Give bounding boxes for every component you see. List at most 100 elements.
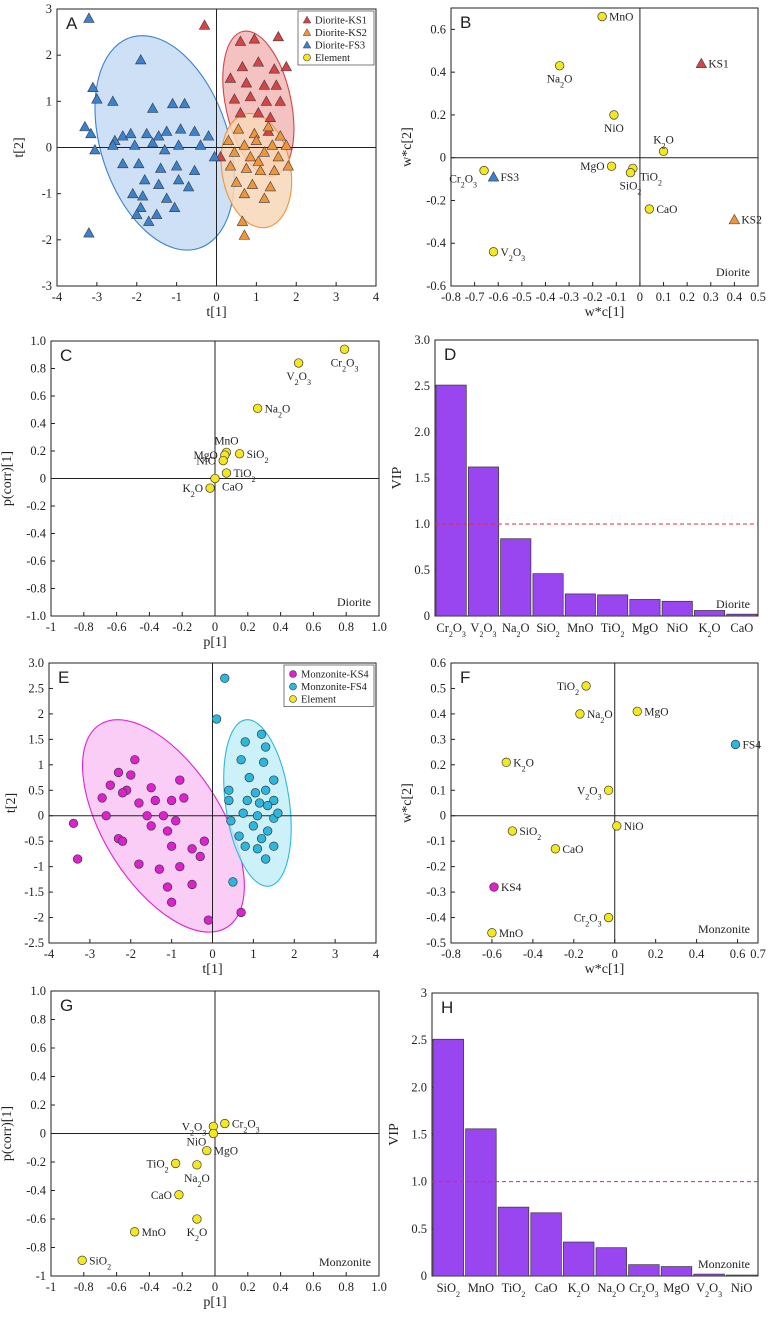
data-point — [250, 134, 263, 146]
point-label: CaO — [656, 204, 677, 216]
x-tick-label: 0.2 — [240, 1280, 256, 1294]
data-point — [236, 60, 249, 72]
data-point — [268, 164, 281, 176]
loading-point — [554, 61, 565, 71]
y-tick-label: -0.2 — [426, 860, 446, 874]
y-tick-label: 3 — [421, 986, 427, 1000]
y-tick-label: -0.6 — [26, 554, 46, 568]
x-axis-label: p[1] — [203, 635, 226, 650]
data-point — [224, 795, 234, 806]
data-point — [269, 795, 279, 806]
y-tick-label: 0.5 — [414, 563, 430, 577]
y-tick-label: 2.0 — [414, 425, 430, 439]
point-label: TiO2 — [557, 681, 579, 697]
loading-point — [479, 165, 489, 176]
category-label: Na2O — [502, 621, 530, 639]
point-label: MnO — [142, 1227, 166, 1239]
y-tick-label: 3.0 — [414, 333, 430, 347]
point-label: SiO2 — [89, 1255, 111, 1271]
x-tick-label: 3 — [333, 290, 339, 304]
data-point — [263, 826, 273, 836]
data-point — [170, 160, 183, 171]
vip-bar — [629, 599, 661, 617]
data-point — [89, 143, 101, 155]
legend-marker — [303, 53, 311, 62]
category-label: MgO — [632, 621, 658, 635]
vip-bar — [563, 1241, 595, 1277]
legend-marker — [302, 40, 312, 49]
data-point — [272, 30, 285, 42]
data-point — [162, 826, 173, 836]
y-tick-label: -1 — [34, 860, 44, 874]
x-tick-label: 0 — [213, 290, 219, 304]
category-label: TiO2 — [502, 1281, 526, 1299]
data-point — [133, 157, 145, 169]
data-point — [134, 859, 144, 869]
x-tick-label: -0.8 — [441, 290, 461, 304]
loading-point — [170, 1158, 181, 1169]
y-tick-label: 0.1 — [430, 783, 446, 797]
loading-point — [625, 168, 636, 178]
data-point — [260, 785, 271, 795]
group-label: Monzonite — [698, 922, 750, 936]
data-point — [242, 795, 252, 806]
y-tick-label: -1.0 — [26, 609, 46, 623]
data-point — [199, 836, 209, 846]
data-point — [129, 139, 141, 150]
y-tick-label: 0.2 — [30, 444, 46, 458]
y-axis-label: VIP — [387, 1123, 402, 1146]
x-tick-label: 0.3 — [703, 290, 719, 304]
loading-point — [612, 821, 622, 831]
category-label: V2O3 — [696, 1281, 722, 1299]
y-tick-label: -0.8 — [26, 1241, 46, 1255]
data-point — [240, 737, 250, 747]
loading-point — [210, 473, 220, 484]
point-label: K2O — [653, 134, 674, 150]
legend-marker — [289, 670, 297, 678]
legend-label: Element — [315, 53, 350, 64]
y-tick-label: 0.5 — [430, 681, 446, 695]
data-point — [72, 854, 83, 864]
y-tick-label: 2.5 — [414, 379, 430, 393]
legend-marker — [289, 695, 297, 703]
x-tick-label: 0 — [612, 947, 618, 961]
point-label: Na2O — [587, 709, 613, 725]
panel-letter: B — [460, 13, 471, 32]
vip-bar — [597, 594, 629, 617]
category-label: K2O — [568, 1281, 590, 1299]
data-point — [222, 134, 235, 146]
loading-point — [609, 110, 619, 120]
loading-point — [208, 1128, 219, 1139]
data-point — [246, 178, 259, 189]
loading-point — [129, 1227, 140, 1237]
loading-point — [202, 1145, 212, 1156]
data-point — [187, 844, 197, 854]
x-tick-label: -0.8 — [74, 620, 94, 634]
legend-label: Diorite-KS2 — [315, 28, 367, 39]
data-point — [260, 854, 271, 864]
data-point — [244, 90, 257, 102]
loading-point — [293, 358, 304, 368]
y-axis-label: VIP — [390, 467, 405, 490]
data-point — [248, 821, 259, 831]
y-tick-label: -1.5 — [24, 885, 44, 899]
point-label: V2O3 — [286, 371, 311, 387]
y-tick-label: -0.2 — [426, 193, 446, 207]
y-tick-label: 0 — [421, 1269, 427, 1283]
data-point — [146, 821, 156, 831]
category-label: K2O — [699, 621, 721, 639]
point-label: NiO — [196, 456, 216, 468]
data-point — [166, 97, 179, 109]
data-point — [269, 841, 279, 851]
y-tick-label: 1.0 — [414, 517, 430, 531]
x-tick-label: 0.6 — [306, 1280, 322, 1294]
data-point — [269, 775, 279, 785]
x-tick-label: 0.4 — [273, 620, 289, 634]
data-point — [175, 861, 185, 872]
data-point — [131, 208, 143, 219]
loading-point — [205, 483, 215, 493]
x-tick-label: -0.7 — [465, 290, 485, 304]
data-point — [234, 831, 244, 841]
y-tick-label: 1.5 — [414, 471, 430, 485]
y-axis-label: p(corr)[1] — [0, 1106, 15, 1161]
